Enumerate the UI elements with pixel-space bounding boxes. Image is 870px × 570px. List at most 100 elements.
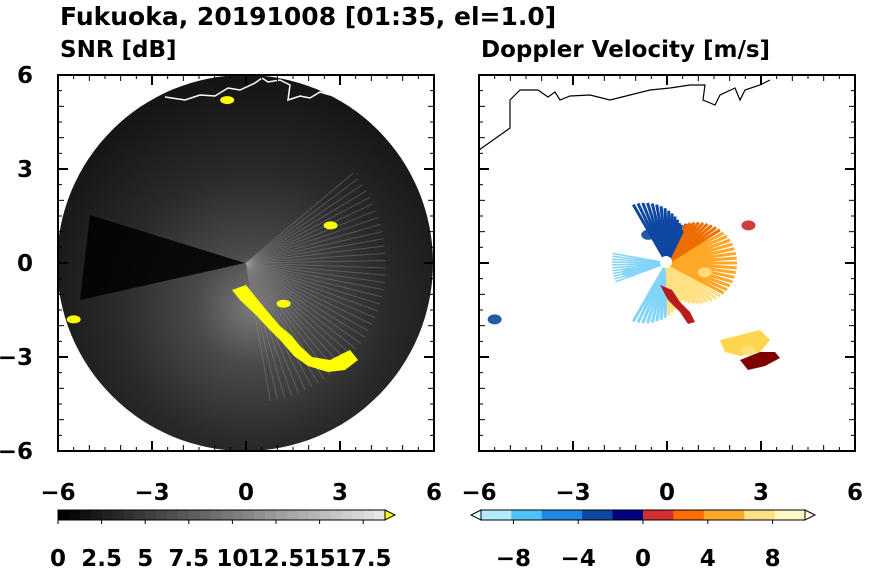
snr-beam-streak [245, 262, 348, 361]
snr-echo-point [220, 96, 235, 105]
colorbar-segment [703, 510, 715, 520]
colorbar-segment [123, 510, 135, 520]
colorbar-segment [744, 510, 755, 520]
colorbar-segment [724, 510, 735, 520]
doppler-axis-ticks [478, 74, 856, 452]
colorbar-tick-label: 8 [765, 546, 781, 570]
snr-beam-streak [245, 203, 374, 264]
snr-beam-streak [245, 178, 359, 264]
colorbar-segment [794, 510, 806, 520]
snr-beam-streak [245, 184, 363, 264]
snr-beam-streak [245, 262, 378, 312]
colorbar-segment [232, 510, 244, 520]
snr-beam-streak [245, 262, 386, 269]
colorbar-segment [68, 510, 81, 520]
x-tick-label: −6 [461, 480, 496, 506]
colorbar-segment [286, 510, 299, 520]
colorbar-segment [134, 510, 146, 520]
colorbar-extend-right [384, 509, 397, 521]
y-tick-label: 3 [17, 157, 33, 183]
colorbar-tick-label: 4 [700, 546, 716, 570]
snr-beam-streak [245, 262, 286, 398]
doppler-echo-point [741, 220, 756, 231]
colorbar-segment [58, 510, 70, 520]
colorbar-extend-right [804, 509, 817, 521]
snr-beam-streak [245, 262, 352, 356]
x-tick-label: −3 [555, 480, 590, 506]
colorbar-segment [713, 510, 725, 520]
doppler-radar-site [660, 256, 672, 268]
snr-x-tick-labels: −6 −3 0 3 6 [40, 480, 442, 506]
colorbar-segment [101, 510, 113, 520]
snr-panel: SNR [dB] −6 −3 0 3 6 6 3 0 −3 −6 [0, 37, 442, 506]
colorbar-segment [541, 510, 553, 520]
colorbar-segment [90, 510, 103, 520]
doppler-plot-area [479, 79, 780, 370]
colorbar-segment [177, 510, 190, 520]
doppler-echo-point [487, 314, 502, 325]
colorbar-segment [612, 510, 624, 520]
colorbar-segment [521, 510, 533, 520]
snr-echo-points [66, 96, 354, 361]
snr-echo-point [276, 299, 291, 308]
snr-beam-streak [245, 262, 365, 338]
x-tick-label: 0 [238, 480, 254, 506]
snr-beam-streak [245, 262, 382, 298]
y-tick-label: 0 [17, 251, 33, 277]
colorbar-segment [481, 510, 492, 520]
colorbar-segment [693, 510, 705, 520]
snr-beam-streak [245, 196, 370, 264]
colorbar-tick-label: −4 [561, 546, 596, 570]
colorbar-segment [683, 510, 695, 520]
colorbar-segment [632, 510, 644, 520]
colorbar-segment [341, 510, 353, 520]
colorbar-segment [592, 510, 603, 520]
snr-beam-streak [245, 262, 278, 400]
snr-beam-streak [245, 216, 379, 264]
colorbar-segment [363, 510, 375, 520]
snr-echo-point [339, 353, 354, 361]
snr-echo-point [323, 221, 338, 230]
colorbar-segment [602, 510, 614, 520]
doppler-echo-point [681, 223, 696, 234]
colorbar-tick-label: 2.5 [81, 546, 122, 570]
colorbar-segment [663, 510, 674, 520]
snr-beam-streak [245, 262, 376, 319]
snr-beam-streak [245, 262, 342, 366]
doppler-colorbar: −8 −4 0 4 8 [469, 509, 817, 570]
colorbar-tick-label: 0 [50, 546, 66, 570]
doppler-velocity-ray [615, 262, 668, 283]
snr-beam-streak [245, 260, 386, 264]
colorbar-segment [501, 510, 512, 520]
colorbar-segment [156, 510, 168, 520]
snr-beam-streak [245, 262, 357, 350]
snr-west-sector [80, 215, 245, 300]
doppler-panel-title: Doppler Velocity [m/s] [481, 37, 770, 63]
colorbar-segment [374, 510, 386, 520]
snr-axis-ticks [57, 74, 435, 452]
colorbar-segment [145, 510, 157, 520]
colorbar-segment [754, 510, 765, 520]
colorbar-segment [582, 510, 593, 520]
y-tick-label: −6 [0, 439, 33, 465]
snr-beam-streak [245, 252, 386, 264]
x-tick-label: 6 [847, 480, 863, 506]
snr-echo-band-south [232, 285, 358, 372]
colorbar-segment [774, 510, 786, 520]
colorbar-segment [210, 510, 222, 520]
colorbar-segment [199, 510, 212, 520]
snr-beam-streak [245, 262, 361, 344]
colorbar-segment [551, 510, 563, 520]
x-tick-label: 3 [753, 480, 769, 506]
colorbar-segment [511, 510, 522, 520]
x-tick-label: 6 [426, 480, 442, 506]
colorbar-segment [319, 510, 331, 520]
colorbar-tick-label: 10 [216, 546, 248, 570]
snr-beam-streak [245, 262, 271, 401]
snr-beam-streak [245, 210, 376, 264]
colorbar-segment [276, 510, 288, 520]
colorbar-segment [562, 510, 573, 520]
colorbar-segment [572, 510, 583, 520]
snr-colorbar: 0 2.5 5 7.5 10 12.5 15 17.5 [50, 509, 397, 570]
